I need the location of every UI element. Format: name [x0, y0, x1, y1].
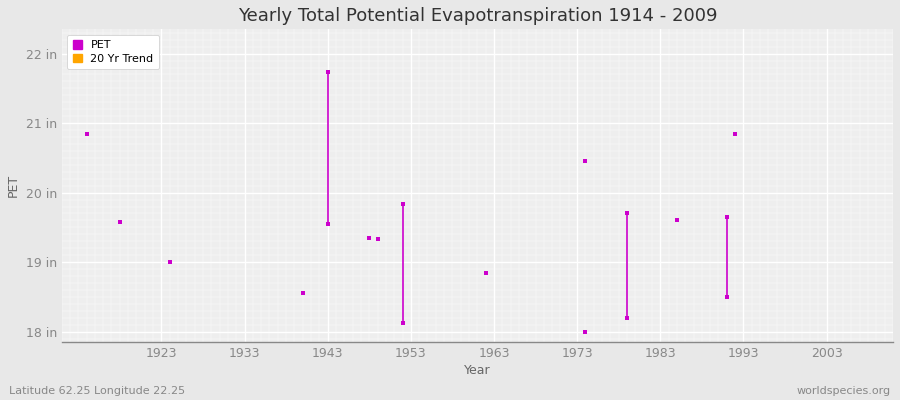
Point: [670, 217, 684, 224]
Point: [479, 269, 493, 276]
Point: [362, 234, 376, 241]
Point: [320, 69, 335, 76]
Y-axis label: PET: PET: [7, 174, 20, 197]
Point: [295, 290, 310, 296]
Point: [728, 130, 742, 137]
Point: [620, 210, 634, 217]
Point: [578, 328, 592, 335]
Point: [720, 214, 734, 220]
Point: [395, 320, 410, 326]
Text: Latitude 62.25 Longitude 22.25: Latitude 62.25 Longitude 22.25: [9, 386, 185, 396]
Point: [620, 314, 634, 321]
Legend: PET, 20 Yr Trend: PET, 20 Yr Trend: [68, 35, 159, 70]
Point: [79, 130, 94, 137]
X-axis label: Year: Year: [464, 364, 491, 377]
Point: [112, 218, 127, 225]
Text: worldspecies.org: worldspecies.org: [796, 386, 891, 396]
Point: [163, 259, 177, 265]
Point: [578, 158, 592, 164]
Title: Yearly Total Potential Evapotranspiration 1914 - 2009: Yearly Total Potential Evapotranspiratio…: [238, 7, 717, 25]
Point: [395, 201, 410, 208]
Point: [720, 294, 734, 300]
Point: [371, 236, 385, 242]
Point: [320, 221, 335, 227]
